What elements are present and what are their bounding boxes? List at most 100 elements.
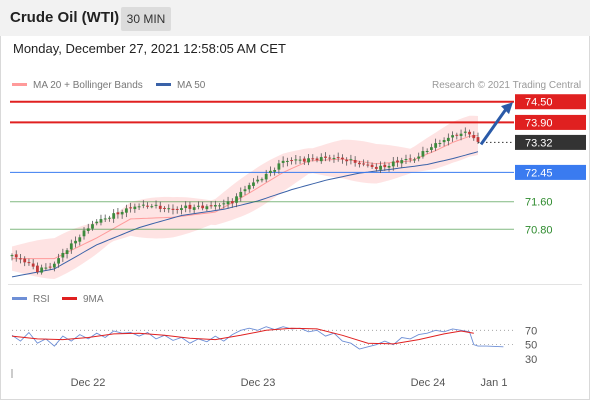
candle-body <box>455 134 459 136</box>
candle-body <box>141 204 145 206</box>
level-label-70.80: 70.80 <box>525 224 553 236</box>
candle-body <box>57 258 60 264</box>
candle-body <box>74 240 77 244</box>
candle-body <box>256 179 260 182</box>
candle-body <box>277 163 281 170</box>
credit-label: Research © 2021 Trading Central <box>432 80 582 91</box>
candle-body <box>95 221 99 224</box>
candle-body <box>468 131 471 135</box>
timeframe-button[interactable]: 30 MIN <box>121 7 171 31</box>
projection-arrow-shaft <box>479 108 508 146</box>
level-label-74.50: 74.50 <box>525 97 553 109</box>
candle-body <box>252 182 255 186</box>
candle-body <box>425 150 429 152</box>
candle-body <box>459 133 463 137</box>
candle-body <box>463 131 467 133</box>
legend-9ma-swatch <box>62 296 77 300</box>
candle-body <box>357 162 361 165</box>
candle-body <box>442 140 446 143</box>
candle-body <box>188 204 192 209</box>
candle-body <box>328 157 332 159</box>
candle-body <box>438 143 442 145</box>
level-tag-73.90 <box>515 114 586 130</box>
candle-body <box>307 158 310 163</box>
candle-body <box>40 267 44 273</box>
rsi-series-9ma <box>11 327 474 345</box>
rsi-series-rsi <box>11 326 504 350</box>
level-tag-74.50 <box>515 94 586 110</box>
candle-body <box>374 166 378 169</box>
candle-body <box>290 160 293 162</box>
candle-body <box>112 213 116 219</box>
rsi-tick-50: 50 <box>525 340 537 352</box>
candle-body <box>379 165 382 170</box>
legend-rsi-swatch <box>12 296 27 300</box>
candle-body <box>370 164 374 168</box>
candle-body <box>99 219 103 223</box>
candle-body <box>336 157 340 159</box>
candle-body <box>120 211 124 215</box>
candle-body <box>86 228 90 231</box>
candle-body <box>294 159 298 161</box>
candle-body <box>48 266 52 268</box>
candle-body <box>14 254 18 258</box>
candle-body <box>408 158 412 160</box>
current-price-label: 73.32 <box>525 137 553 149</box>
candle-body <box>273 170 277 172</box>
candle-body <box>116 212 120 215</box>
candle-body <box>124 208 128 213</box>
candle-body <box>302 158 306 162</box>
candle-body <box>298 159 302 161</box>
candle-body <box>239 191 243 198</box>
candle-body <box>226 201 230 205</box>
candle-body <box>19 258 22 260</box>
legend-rsi: RSI <box>12 294 50 305</box>
candle-body <box>472 135 476 139</box>
panel-separator <box>8 284 582 285</box>
candle-body <box>150 206 154 208</box>
datetime-label: Monday, December 27, 2021 12:58:05 AM CE… <box>13 41 286 56</box>
candle-body <box>69 243 73 250</box>
candle-body <box>324 156 327 158</box>
candle-body <box>108 217 111 219</box>
candle-body <box>430 147 433 150</box>
legend-ma50-label: MA 50 <box>177 80 206 91</box>
candle-body <box>396 160 399 163</box>
candle-body <box>260 179 264 181</box>
candle-body <box>264 173 268 180</box>
candle-body <box>175 208 179 210</box>
candle-body <box>137 206 141 208</box>
candle-body <box>247 185 251 190</box>
candle-body <box>391 161 395 167</box>
candle-body <box>366 164 370 166</box>
candle-body <box>103 218 107 220</box>
candle-body <box>387 165 391 168</box>
candle-body <box>362 163 366 165</box>
candle-body <box>476 137 480 142</box>
candle-body <box>417 156 421 159</box>
x-tick-label: Dec 23 <box>241 377 276 389</box>
candle-body <box>133 206 137 210</box>
level-label-73.90: 73.90 <box>525 117 553 129</box>
candle-body <box>158 205 162 209</box>
candle-body <box>213 205 217 207</box>
candle-body <box>36 265 39 273</box>
bollinger-band <box>12 115 478 279</box>
candle-body <box>78 237 82 242</box>
candle-body <box>218 205 221 207</box>
candle-body <box>243 189 247 192</box>
candle-body <box>44 267 48 269</box>
candle-body <box>167 208 171 210</box>
rsi-tick-30: 30 <box>525 354 537 366</box>
candle-body <box>31 263 35 267</box>
ma20-line <box>12 135 479 260</box>
candle-body <box>209 205 213 207</box>
candle-body <box>27 262 31 264</box>
candle-body <box>349 159 353 161</box>
candle-body <box>129 207 133 209</box>
x-tick-label: Dec 24 <box>411 377 446 389</box>
candle-body <box>281 160 285 163</box>
candle-body <box>146 205 149 207</box>
candle-body <box>451 135 454 138</box>
